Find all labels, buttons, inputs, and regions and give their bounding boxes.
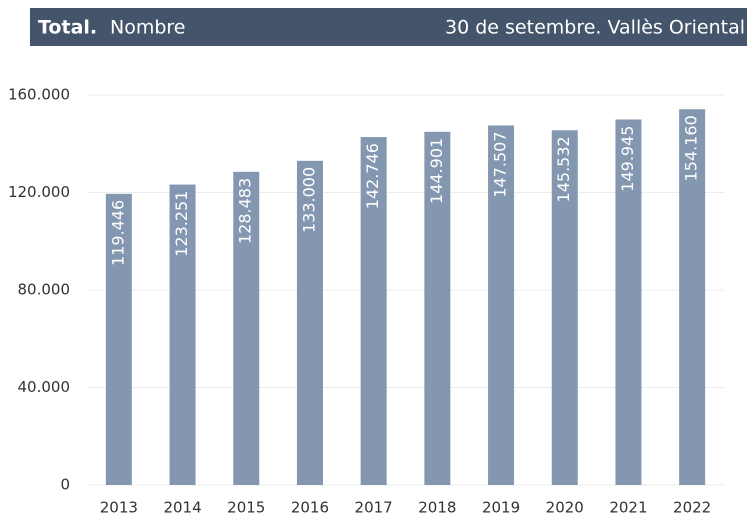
bar	[233, 171, 260, 485]
bar	[296, 160, 323, 485]
value-label: 149.945	[618, 126, 637, 192]
x-tick-label: 2014	[163, 499, 201, 517]
y-tick-label: 120.000	[8, 183, 70, 201]
value-label: 147.507	[491, 131, 510, 197]
x-tick-label: 2021	[609, 499, 647, 517]
x-tick-label: 2019	[482, 499, 520, 517]
x-tick-label: 2015	[227, 499, 265, 517]
bar	[169, 184, 196, 485]
value-label: 128.483	[236, 178, 255, 244]
header-bar	[30, 8, 747, 46]
x-tick-label: 2013	[100, 499, 138, 517]
y-tick-label: 40.000	[18, 378, 71, 396]
value-label: 133.000	[299, 167, 318, 233]
chart-title: Nombre	[110, 17, 186, 39]
x-tick-label: 2017	[355, 499, 393, 517]
value-label: 142.746	[363, 143, 382, 209]
value-label: 144.901	[427, 138, 446, 204]
chart-subtitle: 30 de setembre. Vallès Oriental	[445, 17, 745, 39]
y-tick-label: 0	[60, 476, 70, 494]
bar	[679, 109, 706, 486]
bar	[360, 137, 387, 485]
value-label: 154.160	[682, 115, 701, 181]
x-tick-label: 2016	[291, 499, 329, 517]
bar	[551, 130, 578, 485]
y-tick-label: 80.000	[18, 281, 71, 299]
value-label: 123.251	[172, 191, 191, 257]
bar	[488, 125, 515, 485]
value-label: 145.532	[554, 136, 573, 202]
x-tick-label: 2022	[673, 499, 711, 517]
bar	[105, 193, 132, 485]
x-tick-label: 2020	[546, 499, 584, 517]
bar	[424, 131, 451, 485]
x-tick-label: 2018	[418, 499, 456, 517]
y-tick-label: 160.000	[8, 86, 70, 104]
chart-title-bold: Total.	[38, 17, 97, 39]
value-label: 119.446	[108, 200, 127, 266]
bar	[615, 119, 642, 485]
